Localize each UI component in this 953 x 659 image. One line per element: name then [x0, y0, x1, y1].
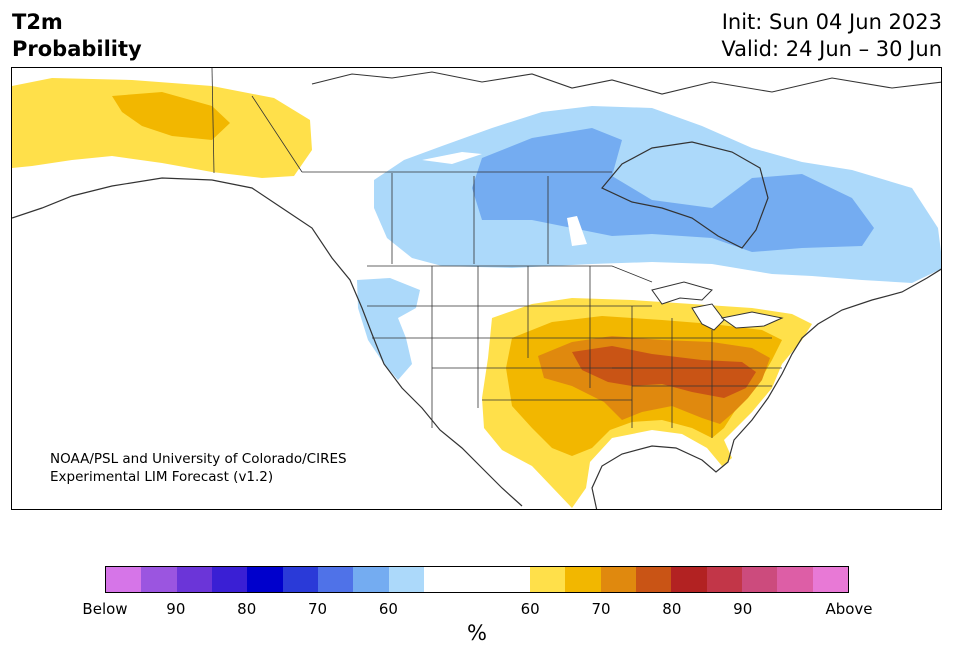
- colorbar-tick-label: 70: [591, 600, 611, 618]
- init-date: Init: Sun 04 Jun 2023: [721, 10, 942, 34]
- map-panel: NOAA/PSL and University of Colorado/CIRE…: [11, 67, 942, 510]
- hudson-bay-coast: [601, 141, 769, 249]
- colorbar-above-segment: [671, 567, 707, 592]
- canada-cool-region: [374, 106, 941, 283]
- west-coast-cool-region: [357, 278, 420, 380]
- colorbar-below-segment: [317, 567, 354, 592]
- colorbar-above-segment: [777, 567, 813, 592]
- colorbar-above-segment: [741, 567, 778, 592]
- colorbar-above-segment: [812, 567, 848, 592]
- colorbar-tick-label: 70: [308, 600, 328, 618]
- great-lakes: [651, 281, 784, 331]
- colorbar-tick-label: 90: [733, 600, 753, 618]
- forecast-dates: Init: Sun 04 Jun 2023 Valid: 24 Jun – 30…: [721, 9, 942, 63]
- colorbar-neutral-segment: [423, 567, 530, 592]
- colorbar-tick-label: 60: [378, 600, 398, 618]
- colorbar-tick-label: Below: [82, 600, 128, 618]
- valid-date: Valid: 24 Jun – 30 Jun: [721, 37, 942, 61]
- credit-line-2: Experimental LIM Forecast (v1.2): [50, 469, 274, 485]
- colorbar-above-segment: [600, 567, 636, 592]
- arctic-coast: [311, 71, 941, 95]
- title-line-2: Probability: [12, 37, 142, 61]
- colorbar-tick-label: 80: [662, 600, 682, 618]
- forecast-map: [12, 68, 941, 509]
- credit-line-1: NOAA/PSL and University of Colorado/CIRE…: [50, 451, 347, 467]
- alaska-warmer-region: [112, 92, 230, 140]
- colorbar-below-segment: [141, 567, 177, 592]
- colorbar-tick-label: 90: [166, 600, 186, 618]
- colorbar-below-segment: [106, 567, 142, 592]
- title-line-1: T2m: [12, 10, 63, 34]
- colorbar-below-segment: [282, 567, 318, 592]
- north-america-coastline: [12, 177, 941, 509]
- colorbar-above-segment: [565, 567, 601, 592]
- colorbar-above-segment: [529, 567, 566, 592]
- colorbar: [105, 566, 849, 593]
- colorbar-below-segment: [211, 567, 248, 592]
- colorbar-tick-label: 60: [520, 600, 540, 618]
- colorbar-below-segment: [388, 567, 424, 592]
- colorbar-above-segment: [635, 567, 672, 592]
- colorbar-below-segment: [353, 567, 389, 592]
- colorbar-tick-label: 80: [237, 600, 257, 618]
- us-hottest-region: [572, 346, 756, 398]
- colorbar-tick-label: Above: [825, 600, 873, 618]
- colorbar-below-segment: [247, 567, 283, 592]
- map-title: T2m Probability: [12, 9, 142, 63]
- state-province-borders: [211, 68, 782, 438]
- credit-text: NOAA/PSL and University of Colorado/CIRE…: [50, 450, 347, 486]
- colorbar-unit: %: [467, 621, 487, 645]
- colorbar-above-segment: [706, 567, 742, 592]
- colorbar-below-segment: [176, 567, 212, 592]
